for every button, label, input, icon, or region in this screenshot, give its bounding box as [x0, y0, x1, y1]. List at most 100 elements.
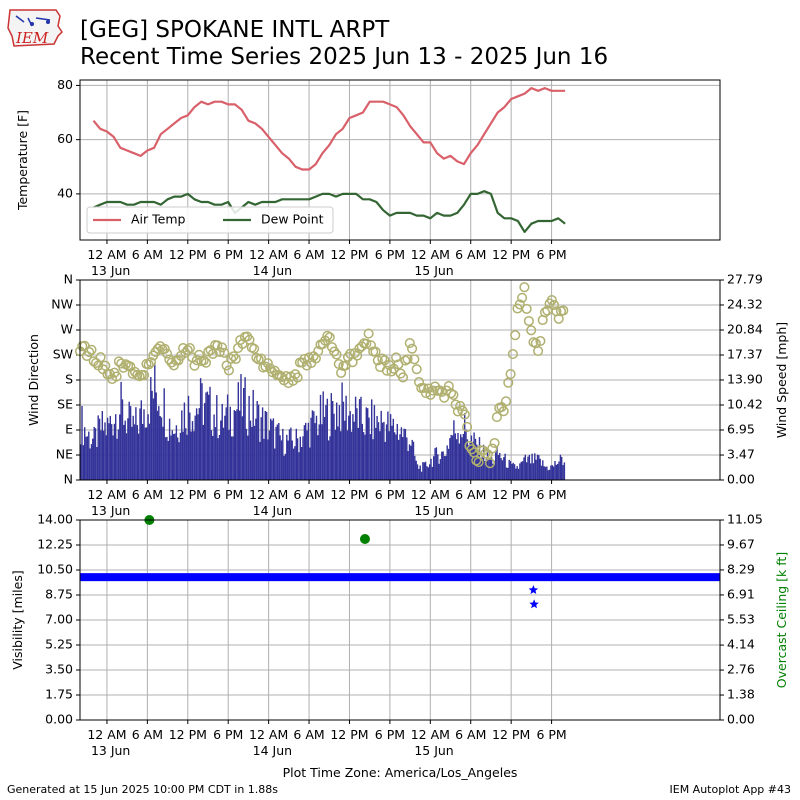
- wind-direction-point: [365, 340, 376, 351]
- wind-speed-bar: [166, 436, 168, 480]
- x-tick-date: 13 Jun: [91, 743, 130, 758]
- wind-speed-bar: [508, 459, 510, 480]
- y-tick-label: SW: [53, 347, 73, 362]
- wind-speed-bar: [129, 406, 132, 480]
- wind-speed-bar: [400, 427, 403, 480]
- wind-speed-bar: [187, 395, 190, 480]
- wind-speed-bar: [290, 427, 292, 480]
- wind-speed-bar: [539, 458, 541, 480]
- wind-speed-bar: [385, 424, 388, 480]
- wind-speed-bar: [406, 437, 408, 480]
- wind-speed-bar: [100, 430, 102, 480]
- wind-direction-point: [409, 354, 420, 365]
- wind-direction-point: [500, 396, 512, 407]
- wind-speed-bar: [424, 461, 427, 480]
- wind-speed-bar: [455, 439, 458, 480]
- wind-direction-point: [535, 335, 546, 347]
- wind-speed-bar: [403, 428, 405, 480]
- y-right-tick-label: 11.05: [727, 512, 763, 527]
- wind-speed-bar: [536, 454, 539, 480]
- wind-speed-bar: [327, 440, 330, 480]
- wind-speed-bar: [387, 411, 389, 480]
- wind-speed-bar: [101, 411, 103, 480]
- y-tick-label: 40: [57, 185, 73, 200]
- x-tick-label: 6 PM: [375, 247, 405, 262]
- wind-speed-bar: [208, 394, 210, 480]
- y-tick-label: E: [65, 422, 73, 437]
- wind-speed-bar: [453, 420, 455, 480]
- wind-direction-point: [198, 355, 209, 366]
- wind-speed-bar: [354, 396, 357, 480]
- wind-speed-bar: [323, 417, 326, 480]
- wind-speed-bar: [261, 407, 264, 480]
- y-tick-label: 12.25: [37, 537, 73, 552]
- wind-direction-point: [397, 372, 409, 383]
- wind-direction-point: [292, 372, 303, 383]
- wind-speed-bar: [229, 406, 231, 480]
- x-tick-label: 12 AM: [411, 727, 450, 742]
- wind-speed-bar: [140, 400, 142, 480]
- wind-direction-point: [182, 344, 193, 356]
- wind-direction-point: [212, 340, 223, 351]
- wind-speed-bar: [371, 399, 373, 480]
- wind-speed-bar: [232, 436, 234, 480]
- wind-speed-bar: [218, 435, 221, 480]
- x-tick-label: 12 PM: [492, 487, 530, 502]
- wind-speed-bar: [294, 446, 296, 480]
- x-tick-date: 13 Jun: [91, 263, 130, 278]
- wind-direction-point: [407, 343, 418, 354]
- wind-speed-bar: [148, 423, 151, 480]
- wind-speed-bar: [358, 399, 361, 480]
- wind-speed-bar: [505, 467, 508, 480]
- wind-speed-bar: [249, 420, 252, 480]
- wind-speed-bar: [136, 425, 138, 480]
- wind-direction-point: [489, 437, 500, 449]
- y-tick-label: S: [65, 372, 73, 387]
- x-tick-label: 12 PM: [169, 247, 207, 262]
- wind-speed-bar: [377, 422, 380, 480]
- wind-speed-bar: [422, 462, 424, 480]
- wind-speed-bar: [333, 413, 335, 480]
- wind-direction-point: [216, 342, 228, 353]
- wind-speed-bar: [268, 430, 270, 480]
- wind-speed-bar: [270, 418, 272, 480]
- wind-speed-bar: [248, 395, 250, 480]
- wind-speed-bar: [495, 452, 497, 480]
- x-tick-label: 6 AM: [293, 727, 324, 742]
- wind-speed-bar: [503, 457, 505, 480]
- wind-speed-bar: [512, 462, 514, 480]
- wind-direction-point: [228, 351, 239, 362]
- wind-speed-bar: [162, 426, 164, 480]
- wind-speed-bar: [119, 414, 121, 480]
- wind-speed-bar: [230, 436, 233, 480]
- wind-speed-bar: [509, 461, 512, 480]
- wind-speed-bar: [319, 394, 322, 480]
- wind-speed-bar: [106, 417, 109, 480]
- wind-direction-point: [510, 330, 521, 341]
- wind-speed-bar: [423, 462, 425, 480]
- x-tick-label: 6 PM: [213, 247, 243, 262]
- y-right-tick-label: 0.00: [727, 472, 755, 487]
- wind-direction-point: [526, 325, 537, 336]
- wind-speed-bar: [454, 433, 456, 480]
- wind-speed-bar: [543, 466, 545, 480]
- wind-speed-bar: [81, 406, 83, 480]
- wind-speed-bar: [177, 437, 179, 480]
- wind-direction-point: [200, 357, 212, 368]
- wind-speed-bar: [519, 463, 521, 480]
- wind-speed-bar: [392, 418, 394, 480]
- wind-speed-bar: [515, 468, 517, 480]
- wind-speed-bar: [468, 445, 470, 480]
- x-tick-label: 12 PM: [492, 247, 530, 262]
- x-tick-label: 6 AM: [132, 247, 163, 262]
- wind-speed-bar: [376, 416, 378, 480]
- wind-speed-bar: [419, 465, 421, 480]
- wind-speed-bar: [117, 429, 120, 480]
- visibility-band: [80, 573, 720, 582]
- wind-speed-bar: [526, 462, 528, 480]
- wind-speed-bar: [244, 377, 246, 480]
- x-tick-date: 15 Jun: [414, 743, 453, 758]
- wind-speed-bar: [295, 428, 297, 480]
- wind-speed-bar: [489, 458, 491, 480]
